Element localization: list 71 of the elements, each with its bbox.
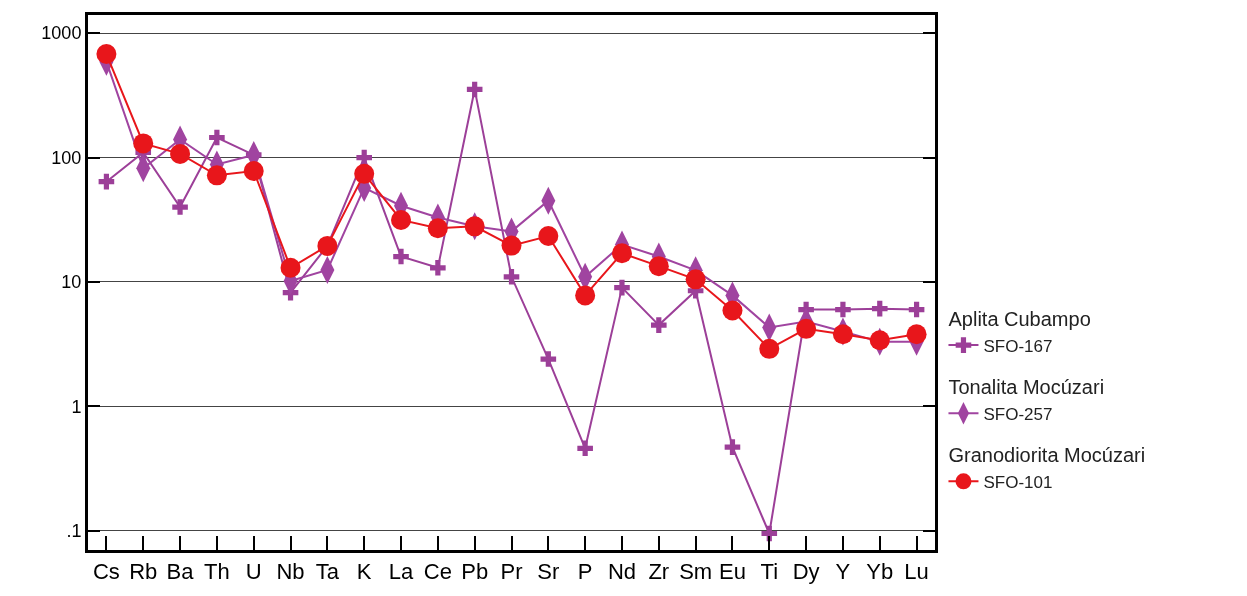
point xyxy=(391,209,412,230)
x-tick-label: Sr xyxy=(537,559,560,585)
x-tick-label: Y xyxy=(835,559,851,585)
x-tick-label: K xyxy=(356,559,372,585)
point xyxy=(356,149,372,166)
x-tick-label: Yb xyxy=(866,559,894,585)
x-tick-label: Zr xyxy=(648,559,670,585)
point xyxy=(724,439,741,455)
x-tick-label: Sm xyxy=(679,559,713,585)
x-tick-label: Pr xyxy=(500,559,523,585)
point xyxy=(501,235,522,256)
point xyxy=(538,226,559,247)
y-tick-label: .1 xyxy=(66,521,82,542)
point xyxy=(430,259,446,276)
point xyxy=(172,199,188,215)
point xyxy=(835,301,851,318)
x-tick-label: Ba xyxy=(166,559,195,585)
point xyxy=(614,279,630,296)
point xyxy=(832,324,853,345)
point xyxy=(906,324,927,345)
point xyxy=(759,338,780,359)
point xyxy=(651,317,667,333)
x-tick-label: Ta xyxy=(315,559,340,585)
point xyxy=(427,218,448,239)
point xyxy=(685,269,706,290)
y-tick-label: 100 xyxy=(51,147,82,168)
point xyxy=(280,257,301,278)
x-tick-label: P xyxy=(577,559,593,585)
x-tick-label: Nb xyxy=(276,559,305,585)
text: Granodiorita Mocúzari xyxy=(948,444,1146,467)
y-tick-label: 10 xyxy=(61,272,82,293)
text: Tonalita Mocúzari xyxy=(948,375,1105,398)
point xyxy=(503,269,520,285)
point xyxy=(354,163,375,184)
point xyxy=(611,243,632,264)
legend-label: SFO-167 xyxy=(983,336,1053,356)
point xyxy=(170,143,191,164)
x-tick-label: Rb xyxy=(129,559,158,585)
text: Aplita Cubampo xyxy=(948,307,1091,330)
legend-label: SFO-257 xyxy=(983,404,1053,424)
x-tick-label: Ti xyxy=(760,559,779,585)
point xyxy=(206,165,227,186)
y-tick-label: 1000 xyxy=(41,23,82,44)
x-tick-label: Cs xyxy=(92,559,120,585)
point xyxy=(464,216,485,237)
point xyxy=(98,173,115,190)
x-tick-label: Ce xyxy=(423,559,452,585)
x-tick-label: Lu xyxy=(904,559,929,585)
point xyxy=(648,256,669,277)
legend-label: SFO-101 xyxy=(983,472,1053,492)
x-tick-label: Nd xyxy=(607,559,637,585)
point xyxy=(575,285,596,306)
point xyxy=(577,440,593,457)
x-tick-label: La xyxy=(388,559,415,585)
point xyxy=(243,160,264,181)
point xyxy=(908,301,925,318)
x-tick-label: Dy xyxy=(792,559,820,585)
x-tick-label: Th xyxy=(204,559,230,585)
point xyxy=(796,318,817,339)
point xyxy=(540,351,557,367)
x-tick-label: Eu xyxy=(719,559,746,585)
point xyxy=(393,248,409,265)
point xyxy=(209,129,225,146)
point xyxy=(466,81,483,98)
point xyxy=(133,133,154,154)
x-tick-label: Pb xyxy=(461,559,489,585)
x-tick-label: U xyxy=(245,559,262,585)
point xyxy=(96,44,117,64)
point xyxy=(722,300,743,321)
y-tick-label: 1 xyxy=(71,396,82,417)
point xyxy=(871,300,888,317)
